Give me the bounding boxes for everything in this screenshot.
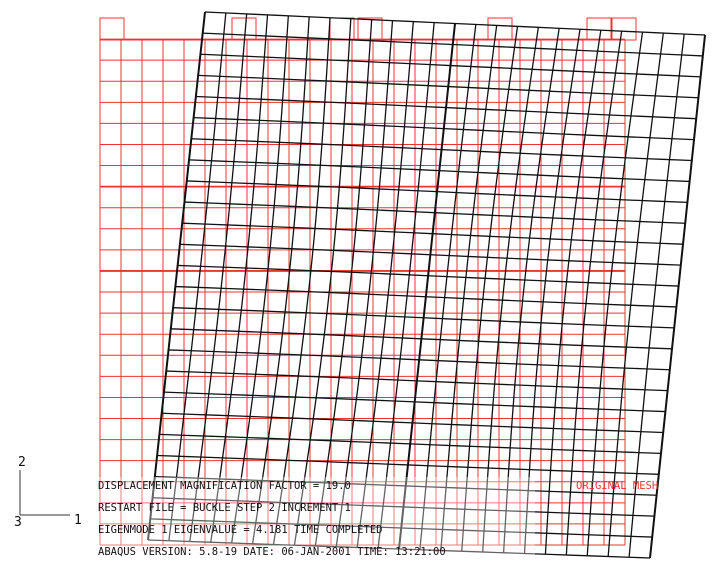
mesh-line [198,74,699,99]
triad-label: 3 [14,515,22,530]
axis-triad [19,470,70,516]
deformed-mesh [147,11,706,559]
mesh-line [168,12,227,541]
mesh-line [210,14,269,543]
info-line: ABAQUS VERSION: 5.8-19 DATE: 06-JAN-2001… [98,546,446,558]
mesh-line [607,32,664,557]
mesh-line [440,25,498,551]
mesh-line [202,32,703,57]
mesh-line [168,349,670,371]
mesh-line [195,95,697,120]
mesh-cap [586,17,612,41]
mesh-cap [487,17,513,41]
mesh-line [182,222,684,245]
mesh-line [179,243,681,266]
mesh-line [204,11,706,36]
mesh-line [482,27,539,553]
mesh-line [398,23,456,550]
mesh-line [173,307,675,329]
mesh-line [163,391,666,413]
mesh-line [377,22,435,549]
mesh-line [272,17,331,545]
info-line: DISPLACEMENT MAGNIFICATION FACTOR = 19.0 [98,480,351,492]
mesh-line [251,16,310,544]
info-line: EIGENMODE 1 EIGENVALUE = 4.181 TIME COMP… [98,524,382,536]
mesh-line [293,18,352,546]
mesh-line [193,116,695,141]
mesh-line [184,201,686,224]
mesh-line [191,138,692,162]
mesh-line [189,159,690,183]
mesh-line [314,19,373,547]
mesh-line [502,28,560,553]
mesh-line [150,518,653,538]
mesh-line [189,13,248,542]
info-line: RESTART FILE = BUCKLE STEP 2 INCREMENT 1 [98,502,351,514]
mesh-line [186,180,688,204]
mesh-line [166,370,668,392]
mesh-line [161,412,664,434]
mesh-line [177,264,679,287]
mesh-line [356,21,414,548]
mesh-line [147,11,206,541]
mesh-line [170,328,673,350]
mesh-line [200,53,701,78]
mesh-line [628,33,685,558]
triad-label: 1 [74,513,82,528]
mesh-line [152,497,655,517]
legend-label: ORIGINAL MESH [576,480,658,492]
mesh-line [147,539,651,559]
mesh-line [231,15,289,544]
mesh-line [544,30,602,555]
mesh-line [175,285,677,308]
mesh-cap [231,17,257,41]
info-backdrop [95,477,535,561]
mesh-line [159,433,662,455]
mesh-line [461,26,519,552]
mesh-cap [611,17,637,41]
mesh-line [649,34,706,559]
mesh-line [335,20,394,547]
mesh-line [523,29,581,554]
original-mesh [99,17,637,546]
mesh-cap [99,17,125,41]
triad-label: 2 [18,455,26,470]
mesh-line [419,24,477,550]
mesh-line [154,475,657,496]
mesh-line [157,454,659,475]
mesh-line [586,32,644,556]
mesh-line [565,31,623,556]
